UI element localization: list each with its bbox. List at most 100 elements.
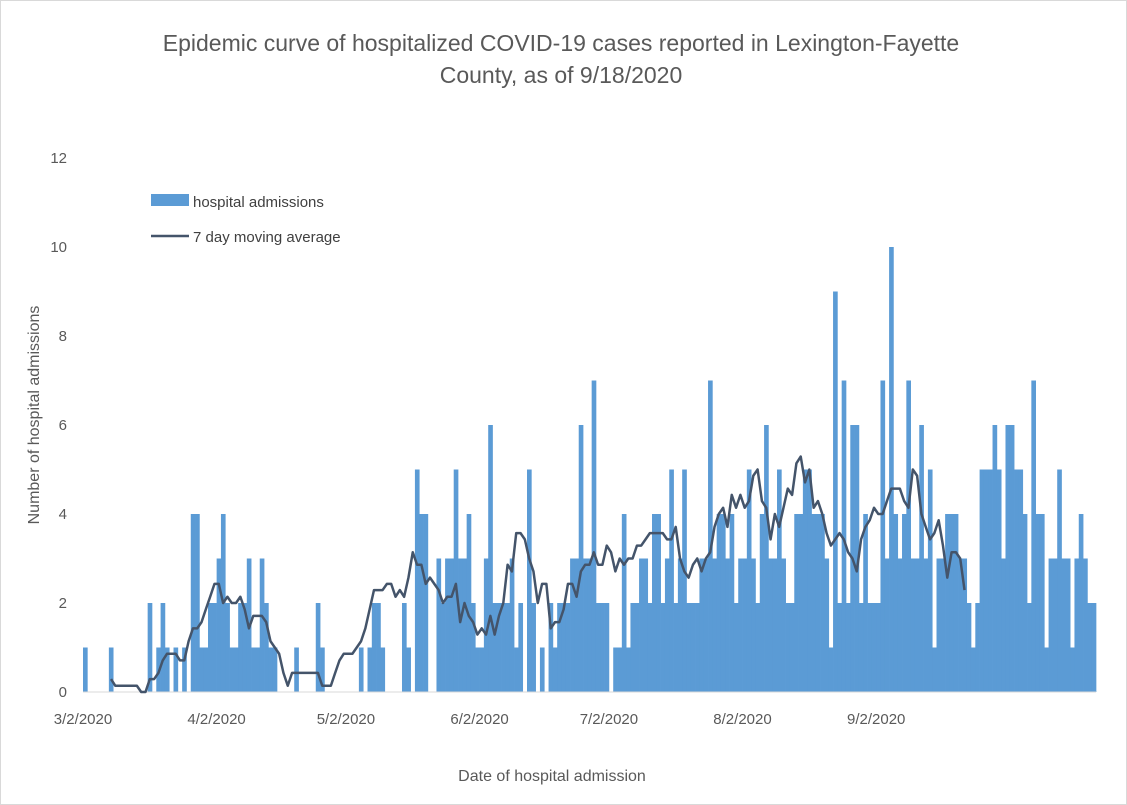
bar [320,647,325,692]
bar [708,380,713,692]
x-tick-label: 3/2/2020 [54,711,112,728]
gridlines [83,158,1096,603]
x-axis-label: Date of hospital admission [458,768,646,785]
bar [914,558,920,692]
bar [647,603,653,692]
bar [841,380,847,692]
bar [639,558,644,692]
bar [1065,558,1071,692]
bar [561,603,567,692]
bar [1057,469,1062,692]
bar [777,469,782,692]
bar [751,558,756,692]
moving-average-line [109,455,966,694]
bar [845,603,851,692]
bar [449,558,455,692]
bar [1018,469,1024,692]
bar [583,558,588,692]
bar [867,603,873,692]
bar [764,425,769,692]
bar [621,514,627,692]
bar [505,603,511,692]
bar [893,514,899,692]
bar [902,514,907,692]
bar [591,380,597,692]
bar [600,603,605,692]
bar [820,514,825,692]
bar [716,514,722,692]
bar [294,647,299,692]
bar [552,647,558,692]
bar [811,514,817,692]
bar [466,514,472,692]
legend-bar-swatch [151,194,189,206]
bar-series [83,247,1097,692]
y-tick-label: 0 [59,684,67,701]
bar [531,603,536,692]
chart-title-line-2: County, as of 9/18/2020 [439,62,683,88]
bar [824,558,830,692]
y-tick-label: 6 [59,417,67,434]
x-tick-label: 4/2/2020 [187,711,245,728]
bar [617,647,623,692]
bar [268,647,274,692]
bar [1039,514,1045,692]
bar [746,469,752,692]
bar [182,647,187,692]
bar [367,647,373,692]
bar [548,603,554,692]
bar [958,558,963,692]
bar [458,558,463,692]
bar [514,647,519,692]
bar [983,469,989,692]
bar [953,514,959,692]
bar [419,514,424,692]
bar [229,647,235,692]
bar [501,603,506,692]
bar [557,603,562,692]
bar [919,425,924,692]
bar [966,603,972,692]
y-tick-label: 10 [50,239,67,256]
bar [652,514,657,692]
bar [595,603,601,692]
bar [518,603,524,692]
bar [992,425,998,692]
legend: hospital admissions 7 day moving average [151,194,341,246]
bar [190,514,196,692]
bar [833,291,838,692]
bar [880,380,886,692]
bar [199,647,205,692]
bar [483,558,489,692]
bar [272,647,278,692]
bar [173,647,179,692]
bar [238,603,243,692]
x-tick-label: 8/2/2020 [713,711,771,728]
bar [802,469,808,692]
bar [1083,558,1088,692]
bar [470,603,476,692]
bar [1070,647,1075,692]
bar [259,558,265,692]
bar [962,558,968,692]
bar [949,514,955,692]
bar [945,514,950,692]
bar [479,647,485,692]
y-tick-label: 2 [59,595,67,612]
x-tick-label: 5/2/2020 [317,711,375,728]
bar [807,469,812,692]
bar [462,558,467,692]
bar [923,558,929,692]
bar [755,603,761,692]
bar [936,558,942,692]
bar [677,558,683,692]
bar [720,514,726,692]
bar [630,603,636,692]
bar [794,514,799,692]
bar [897,558,903,692]
chart-title-line-1: Epidemic curve of hospitalized COVID-19 … [162,30,960,56]
bar [699,558,705,692]
bar [1091,603,1097,692]
x-tick-label: 6/2/2020 [450,711,508,728]
y-tick-label: 4 [59,506,67,523]
